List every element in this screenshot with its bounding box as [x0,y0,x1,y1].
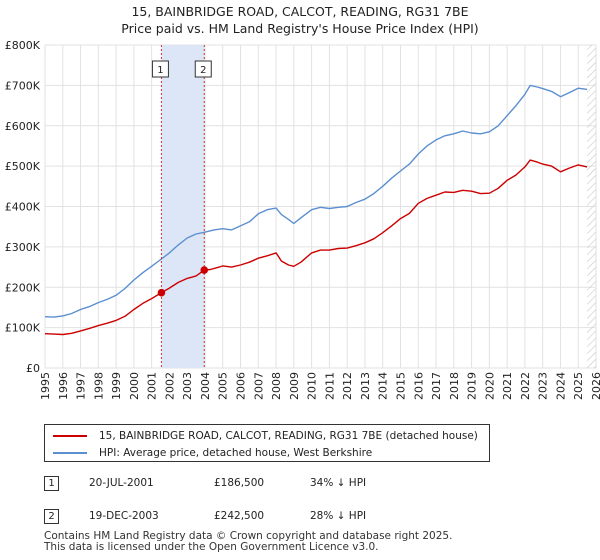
sale-date: 19-DEC-2003 [89,510,159,522]
sale-marker-label: 2 [200,65,206,76]
x-tick-label: 2015 [394,372,407,400]
y-tick-label: £500K [5,160,41,173]
x-tick-label: 1998 [92,372,105,400]
y-tick-label: £200K [5,281,41,294]
x-tick-label: 2017 [430,372,443,400]
x-tick-label: 2025 [572,372,585,400]
future-hatch-region [587,45,596,368]
x-tick-label: 1999 [110,372,123,400]
y-tick-label: £0 [26,362,40,375]
x-tick-label: 2007 [252,372,265,400]
sale-hpi-diff: 28% ↓ HPI [310,510,367,522]
chart-title: 15, BAINBRIDGE ROAD, CALCOT, READING, RG… [131,4,469,19]
x-tick-label: 2021 [501,372,514,400]
x-tick-label: 2003 [181,372,194,400]
sale-point [200,266,209,274]
sale-hpi-diff: 34% ↓ HPI [310,477,367,489]
y-tick-label: £700K [5,79,41,92]
x-tick-label: 2023 [537,372,550,400]
x-tick-label: 2005 [217,372,230,400]
legend-swatch-property [53,435,87,437]
sale-marker-box [194,60,212,78]
x-tick-label: 2012 [341,372,354,400]
x-tick-label: 2000 [128,372,141,400]
x-tick-label: 2001 [146,372,159,400]
x-tick-label: 2002 [163,372,176,400]
axis-labels: £0 £100K £200K £300K £400K £500K £600K £700K £80… [5,39,600,400]
x-tick-label: 2026 [590,372,600,400]
x-tick-label: 1995 [39,372,52,400]
x-tick-label: 2019 [466,372,479,400]
legend-swatch-hpi [53,452,87,454]
y-tick-label: £400K [5,201,41,214]
legend-label-property: 15, BAINBRIDGE ROAD, CALCOT, READING, RG… [99,430,478,442]
x-tick-label: 2016 [412,372,425,400]
sale-price: £186,500 [214,477,265,489]
x-tick-label: 2010 [306,372,319,400]
footer-line-1: Contains HM Land Registry data © Crown c… [44,530,453,542]
shaded-period [161,45,205,368]
x-tick-label: 1996 [57,372,70,400]
footer-attribution: Contains HM Land Registry data © Crown c… [44,531,452,553]
sale-date: 20-JUL-2001 [89,477,154,489]
legend-item-hpi: HPI: Average price, detached house, West… [53,445,372,461]
y-tick-label: £100K [5,322,41,335]
sale-price: £242,500 [214,510,265,522]
sale-row: 2 19-DEC-2003 £242,500 28% ↓ HPI [44,506,544,530]
series-lines [44,84,588,336]
hpi-series-line [44,84,588,318]
y-tick-label: £300K [5,241,41,254]
sale-point [157,288,166,297]
sales-table: 1 20-JUL-2001 £186,500 34% ↓ HPI 2 19-DE… [44,473,544,539]
chart-subtitle: Price paid vs. HM Land Registry's House … [121,21,479,36]
sale-number-badge: 1 [44,476,59,491]
sale-row: 1 20-JUL-2001 £186,500 34% ↓ HPI [44,473,544,497]
y-tick-label: £600K [5,120,41,133]
x-tick-label: 2008 [270,372,283,400]
chart-background-regions [161,45,596,368]
sale-marker-box [151,60,169,78]
x-tick-label: 2006 [235,372,248,400]
legend-item-property: 15, BAINBRIDGE ROAD, CALCOT, READING, RG… [53,428,478,444]
x-tick-label: 2004 [199,372,212,400]
sale-marker-label: 1 [157,65,163,76]
x-tick-label: 2009 [288,372,301,400]
grid [44,44,597,369]
x-tick-label: 1997 [75,372,88,400]
sale-number-badge: 2 [44,509,59,524]
footer-line-2: This data is licensed under the Open Gov… [44,541,379,553]
legend: 15, BAINBRIDGE ROAD, CALCOT, READING, RG… [44,424,490,462]
x-tick-label: 2024 [554,372,567,400]
x-tick-label: 2013 [359,372,372,400]
legend-label-hpi: HPI: Average price, detached house, West… [99,447,373,459]
property-series-line [44,159,588,336]
x-tick-label: 2022 [519,372,532,400]
x-tick-label: 2018 [448,372,461,400]
x-tick-label: 2014 [377,372,390,400]
x-tick-label: 2020 [483,372,496,400]
x-tick-label: 2011 [323,372,336,400]
y-tick-label: £800K [5,39,41,52]
